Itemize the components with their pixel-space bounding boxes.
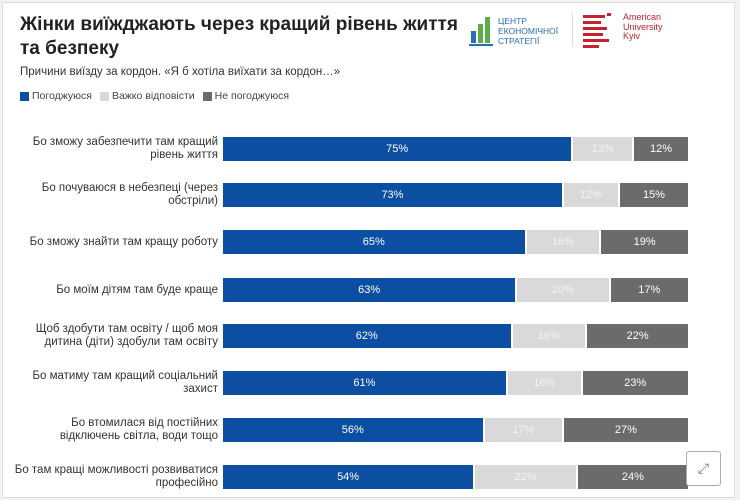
bar-segment: 22%	[475, 465, 576, 489]
bar-segment: 16%	[507, 371, 581, 395]
legend: Погоджуюся Важко відповісти Не погоджуюся	[20, 90, 289, 102]
auk-emblem-icon	[583, 13, 611, 48]
logo-divider	[572, 13, 573, 47]
auk-logo-line: Kyiv	[623, 31, 641, 41]
bar-segment: 19%	[601, 230, 688, 254]
bar-segment: 63%	[223, 278, 516, 302]
bar-segment: 16%	[512, 324, 586, 348]
bar-segment: 65%	[223, 230, 525, 254]
category-label: Бо зможу забезпечити там кращий рівень ж…	[32, 136, 218, 161]
bar-segment: 13%	[573, 137, 632, 161]
legend-label: Важко відповісти	[111, 90, 195, 102]
bar-segment: 62%	[223, 324, 511, 348]
category-label: Бо моїм дітям там буде краще	[56, 283, 218, 296]
bar-segment: 20%	[517, 278, 609, 302]
ces-logo-line: СТРАТЕГІЇ	[498, 36, 540, 46]
ces-logo-line: ЕКОНОМІЧНОЇ	[498, 26, 559, 36]
bar-segment: 61%	[223, 371, 506, 395]
legend-swatch	[202, 91, 212, 101]
ces-bars-icon	[469, 17, 493, 46]
bar-segment: 12%	[563, 183, 618, 207]
bar-segment: 24%	[577, 465, 688, 489]
category-label: Щоб здобути там освіту / щоб моя дитина …	[35, 323, 218, 348]
bar-segment: 16%	[526, 230, 600, 254]
bar-segment: 23%	[582, 371, 688, 395]
category-label: Бо втомилася від постійних відключень св…	[59, 417, 218, 442]
bar-segment: 54%	[223, 465, 474, 489]
bar-segment: 17%	[610, 278, 688, 302]
legend-item: Не погоджуюся	[202, 90, 290, 102]
bar-segment: 56%	[223, 418, 483, 442]
legend-label: Погоджуюся	[32, 90, 92, 102]
bar-segment: 22%	[587, 324, 688, 348]
auk-logo-line: American	[623, 12, 662, 22]
auk-logo: American University Kyiv	[583, 12, 663, 49]
bar-segment: 15%	[619, 183, 688, 207]
legend-swatch	[99, 91, 109, 101]
category-label: Бо матиму там кращий соціальний захист	[32, 370, 218, 395]
bar-segment: 17%	[484, 418, 562, 442]
legend-item: Важко відповісти	[99, 90, 195, 102]
legend-label: Не погоджуюся	[214, 90, 290, 102]
bar-segment: 12%	[633, 137, 688, 161]
auk-logo-line: University	[623, 21, 663, 32]
bar-segment: 73%	[223, 183, 562, 207]
legend-swatch	[20, 91, 29, 101]
bar-segment: 27%	[563, 418, 688, 442]
chart-subtitle: Причини виїзду за кордон. «Я б хотіла ви…	[20, 66, 341, 78]
legend-item: Погоджуюся	[20, 90, 92, 102]
ces-logo-line: ЦЕНТР	[498, 16, 527, 26]
expand-button[interactable]: ⤢	[686, 451, 721, 486]
category-label: Бо там кращі можливості розвиватися проф…	[14, 464, 218, 489]
category-label: Бо зможу знайти там кращу роботу	[29, 235, 218, 248]
expand-icon: ⤢	[697, 460, 710, 476]
category-label: Бо почуваюся в небезпеці (через обстріли…	[41, 182, 218, 207]
ces-logo: ЦЕНТР ЕКОНОМІЧНОЇ СТРАТЕГІЇ	[469, 15, 558, 47]
bar-segment: 75%	[223, 137, 572, 161]
chart-title: Жінки виїжджають через кращий рівень жит…	[20, 14, 458, 59]
